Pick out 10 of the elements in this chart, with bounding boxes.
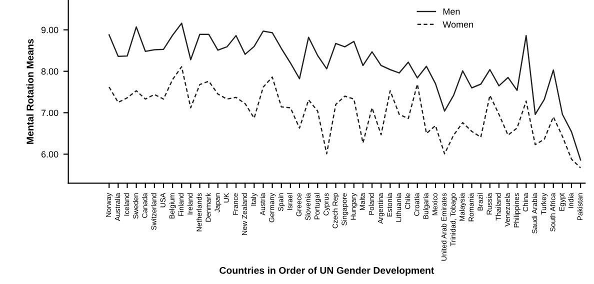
line-series <box>108 66 582 168</box>
line-series <box>108 22 582 161</box>
y-tick-label: 7.00 <box>41 110 58 116</box>
x-axis-title: Countries in Order of UN Gender Development <box>220 266 434 276</box>
y-tick-label: 6.00 <box>41 151 58 158</box>
y-tick-label: 9.00 <box>41 26 58 34</box>
y-tick-label: 8.00 <box>41 68 58 75</box>
legend-label: Women <box>442 21 474 28</box>
y-axis-title: Mental Rotation Means <box>26 39 34 144</box>
legend-label: Men <box>443 8 460 15</box>
